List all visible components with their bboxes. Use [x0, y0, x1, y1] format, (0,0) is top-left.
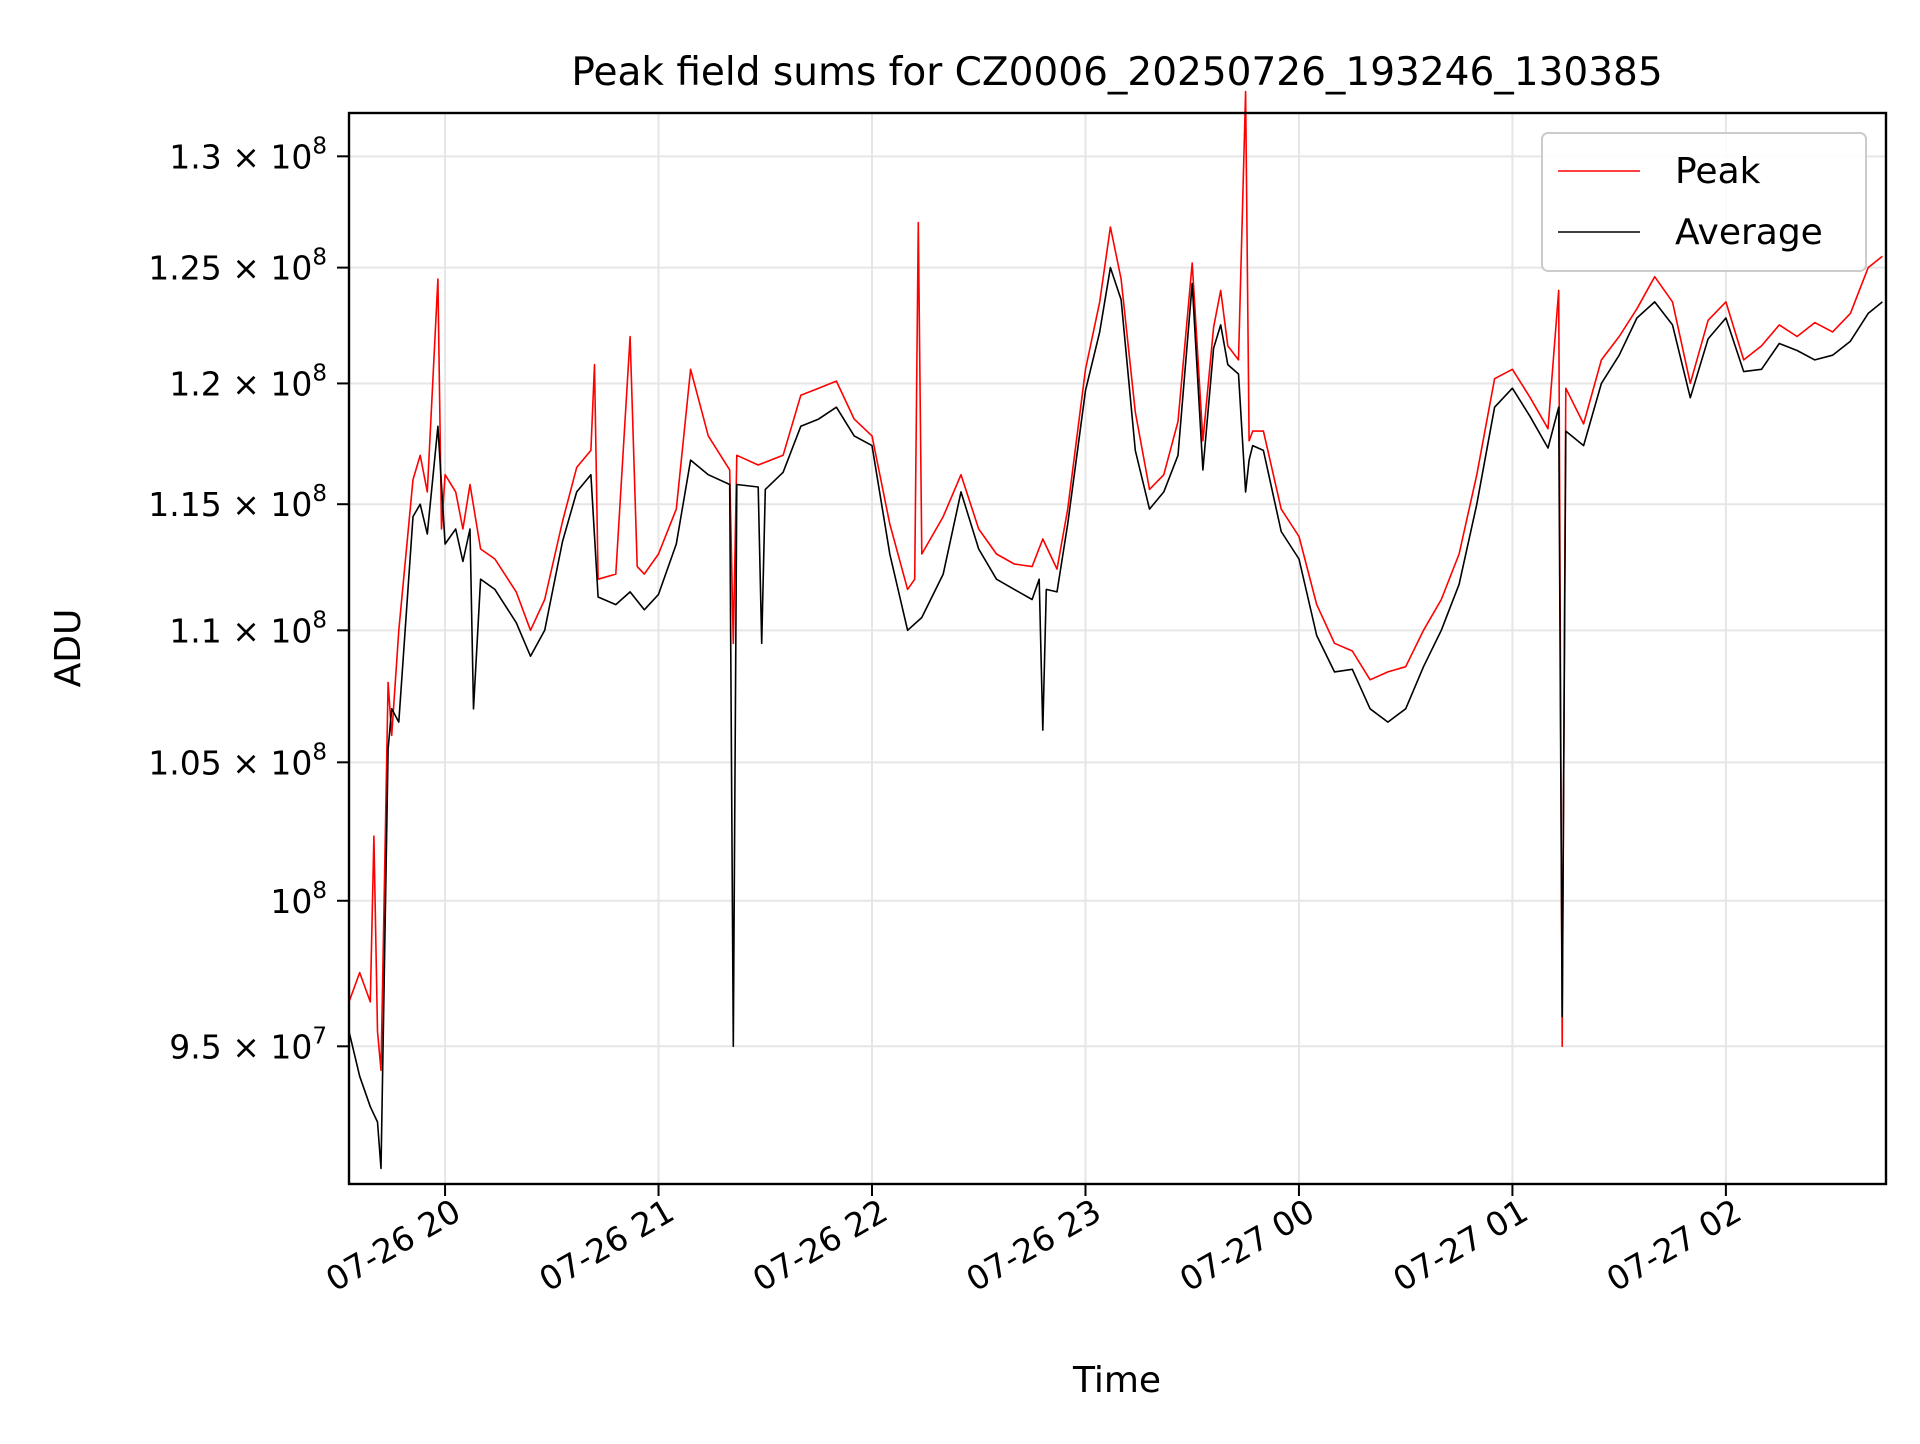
series-layer	[348, 90, 1883, 1170]
plot-frame	[347, 111, 1888, 1186]
legend-peak-label: Peak	[1675, 151, 1761, 192]
y-tick-label: 1.1 × 108	[169, 607, 327, 650]
y-tick-label: 1.2 × 108	[169, 360, 327, 403]
y-tick-label: 1.05 × 108	[148, 739, 327, 782]
y-tick-label: 1.15 × 108	[148, 481, 327, 524]
x-axis-label: Time	[1072, 1360, 1161, 1401]
y-axis-label: ADU	[48, 609, 89, 688]
y-tick-label: 108	[270, 878, 327, 921]
y-axis: 9.5 × 107 108 1.05 × 108 1.1 × 108 1.15 × 10…	[148, 133, 349, 1066]
y-tick-label: 1.25 × 108	[148, 245, 327, 288]
series-line-peak	[348, 90, 1883, 1072]
legend-average-label: Average	[1675, 212, 1823, 253]
y-tick-label: 9.5 × 107	[169, 1023, 327, 1066]
grid-lines	[349, 113, 1886, 1184]
chart-title: Peak field sums for CZ0006_20250726_1932…	[571, 50, 1662, 95]
y-tick-label: 1.3 × 108	[169, 133, 327, 176]
legend-box	[1541, 132, 1867, 272]
series-line-average	[348, 266, 1883, 1170]
legend: Peak Average	[1541, 132, 1867, 272]
